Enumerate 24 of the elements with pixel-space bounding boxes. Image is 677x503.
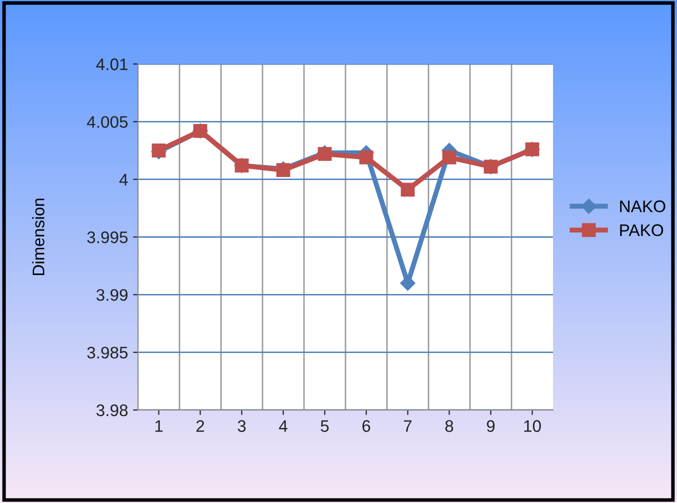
point [442, 150, 456, 164]
x-tick-label: 5 [320, 420, 329, 432]
y-axis-title: Dimension [32, 198, 44, 275]
y-tick-label: 3.995 [87, 231, 128, 244]
point [318, 147, 332, 161]
x-tick-label: 2 [196, 420, 204, 432]
legend-label: PAKO [620, 224, 664, 236]
x-tick-label: 10 [524, 420, 541, 432]
y-tick-label: 4.005 [86, 116, 128, 128]
x-tick-label: 8 [445, 420, 454, 432]
x-tick-label: 7 [404, 420, 412, 432]
point [359, 150, 374, 164]
x-tick-label: 6 [362, 420, 370, 432]
x-tick-label: 9 [486, 420, 495, 432]
point [400, 182, 415, 197]
x-tick-label: 3 [238, 420, 246, 432]
x-tick-label: 4 [279, 420, 288, 432]
legend-label: NAKO [620, 200, 666, 212]
y-tick-label: 3.985 [87, 346, 128, 359]
y-tick-label: 3.99 [96, 289, 128, 301]
x-tick-label: 1 [155, 420, 163, 432]
y-tick-label: 4 [119, 174, 128, 186]
y-tick-label: 4.01 [96, 58, 128, 70]
y-tick-label: 3.98 [96, 404, 128, 416]
